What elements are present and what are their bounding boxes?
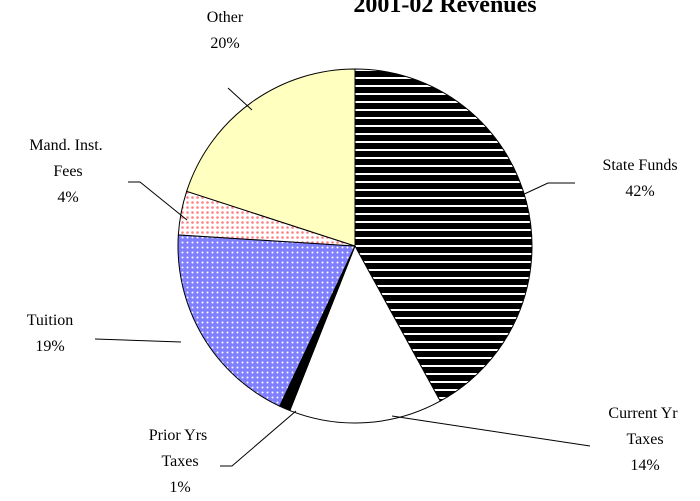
pie-slice bbox=[354, 68, 533, 402]
pie-slice bbox=[289, 244, 441, 424]
leader-line bbox=[94, 338, 182, 343]
slice-label: Current Yr Taxes bbox=[608, 405, 681, 448]
slice-label: Tuition bbox=[27, 312, 74, 329]
slice-value-label: 14% bbox=[630, 457, 659, 474]
slice-value-label: 19% bbox=[35, 338, 64, 355]
pie-slice bbox=[177, 234, 356, 407]
leader-line bbox=[128, 181, 188, 221]
pie-slice bbox=[186, 68, 356, 247]
slice-label: Prior Yrs Taxes bbox=[149, 427, 212, 470]
leader-line bbox=[220, 410, 297, 467]
slice-value-label: 20% bbox=[210, 35, 239, 52]
slice-label: State Funds bbox=[602, 157, 677, 174]
slice-value-label: 4% bbox=[57, 189, 78, 206]
chart-title: 2001-02 Revenues bbox=[353, 0, 536, 18]
slice-label: Mand. Inst. Fees bbox=[29, 137, 106, 180]
leader-line bbox=[227, 87, 253, 111]
leader-line bbox=[519, 182, 575, 197]
slice-value-label: 1% bbox=[169, 479, 190, 496]
leader-line bbox=[391, 415, 591, 447]
slice-value-label: 42% bbox=[625, 183, 654, 200]
slice-label: Other bbox=[207, 9, 244, 26]
